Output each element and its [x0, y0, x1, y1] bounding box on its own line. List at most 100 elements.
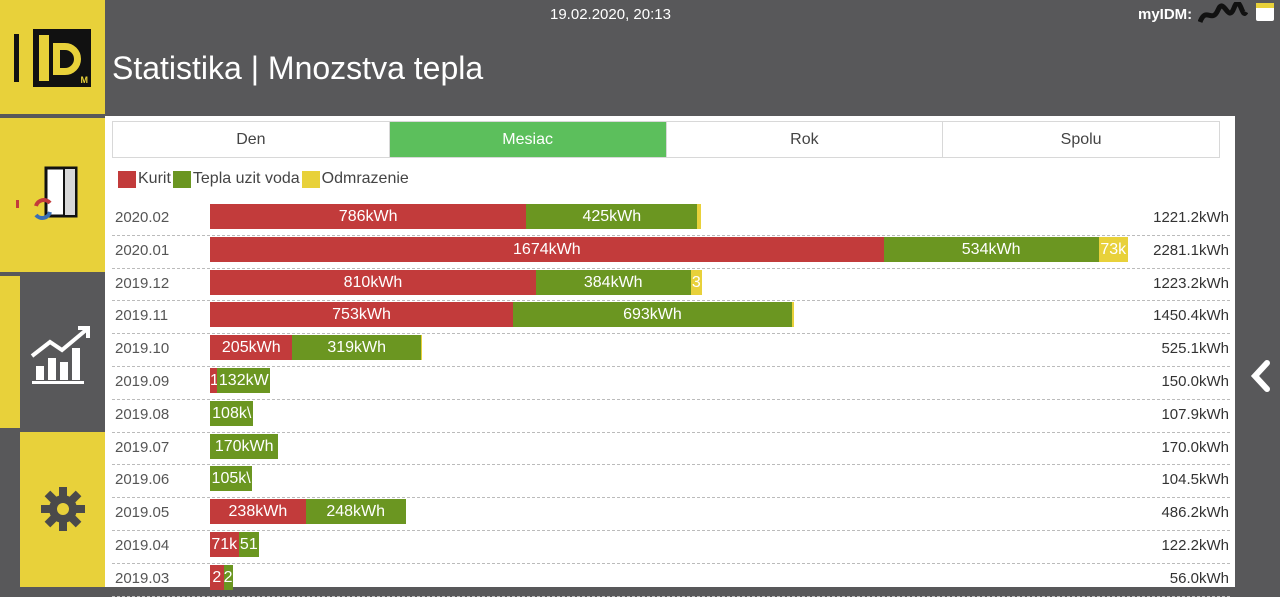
chart-row: 2019.07 170kWh 170.0kWh: [112, 433, 1230, 466]
row-total-label: 122.2kWh: [1161, 537, 1229, 554]
row-period-label: 2019.05: [115, 504, 169, 521]
bar-segment-kurit: 1674kWh: [210, 237, 884, 262]
bar-segment-kurit: 205kWh: [210, 335, 292, 360]
row-period-label: 2019.10: [115, 340, 169, 357]
bar-segment-kurit: 1: [210, 368, 217, 393]
row-total-label: 104.5kWh: [1161, 471, 1229, 488]
row-period-label: 2019.06: [115, 471, 169, 488]
sidebar: M: [0, 0, 105, 587]
bar-segment-voda: 2: [224, 565, 233, 590]
bar-segment-voda: 170kWh: [210, 434, 278, 459]
calendar-icon[interactable]: [1256, 3, 1274, 21]
row-total-label: 1450.4kWh: [1153, 307, 1229, 324]
legend-item-kurit: Kurit: [118, 170, 171, 188]
row-total-label: 170.0kWh: [1161, 439, 1229, 456]
bar-segment-voda: 425kWh: [526, 204, 697, 229]
user-signature: [1198, 2, 1248, 26]
bar-segment-kurit: 753kWh: [210, 302, 513, 327]
bar-segment-voda: 384kWh: [536, 270, 691, 295]
row-total-label: 1223.2kWh: [1153, 275, 1229, 292]
row-total-label: 107.9kWh: [1161, 406, 1229, 423]
stacked-bar: 108k\: [210, 401, 253, 426]
bar-segment-odm: [697, 204, 701, 229]
stacked-bar: 170kWh: [210, 434, 278, 459]
bar-segment-voda: 534kWh: [884, 237, 1099, 262]
legend-swatch: [302, 171, 320, 188]
row-period-label: 2019.04: [115, 537, 169, 554]
bar-segment-voda: 319kWh: [292, 335, 420, 360]
sidebar-item-settings[interactable]: [0, 432, 105, 587]
chart-row: 2019.08 108k\ 107.9kWh: [112, 400, 1230, 433]
row-period-label: 2019.08: [115, 406, 169, 423]
period-tabs: Den Mesiac Rok Spolu: [112, 121, 1220, 158]
row-total-label: 56.0kWh: [1170, 570, 1229, 587]
tab-spolu[interactable]: Spolu: [943, 122, 1219, 157]
legend-swatch: [173, 171, 191, 188]
tab-mesiac[interactable]: Mesiac: [390, 122, 667, 157]
row-period-label: 2019.11: [115, 307, 168, 324]
datetime: 19.02.2020, 20:13: [550, 6, 671, 23]
bar-segment-kurit: 810kWh: [210, 270, 536, 295]
row-period-label: 2019.12: [115, 275, 169, 292]
bar-segment-voda: 693kWh: [513, 302, 792, 327]
bar-segment-odm: [792, 302, 794, 327]
row-total-label: 1221.2kWh: [1153, 209, 1229, 226]
legend-item-voda: Tepla uzit voda: [173, 170, 300, 188]
row-period-label: 2020.02: [115, 209, 169, 226]
chart-legend: Kurit Tepla uzit voda Odmrazenie: [118, 170, 411, 188]
sidebar-item-display[interactable]: [0, 118, 105, 272]
legend-swatch: [118, 171, 136, 188]
bar-segment-kurit: 71k: [210, 532, 239, 557]
user-label: myIDM:: [1138, 6, 1192, 23]
bar-segment-odm: 73k: [1099, 237, 1128, 262]
row-period-label: 2019.03: [115, 570, 169, 587]
bar-segment-odm: 3: [691, 270, 703, 295]
row-period-label: 2019.09: [115, 373, 169, 390]
row-period-label: 2019.07: [115, 439, 169, 456]
row-total-label: 486.2kWh: [1161, 504, 1229, 521]
legend-label: Tepla uzit voda: [193, 170, 300, 188]
statistics-chart-icon: [28, 324, 94, 384]
chart-row: 2019.06 105k\ 104.5kWh: [112, 465, 1230, 498]
row-total-label: 150.0kWh: [1161, 373, 1229, 390]
bar-segment-kurit: 238kWh: [210, 499, 306, 524]
chevron-left-icon[interactable]: [1248, 358, 1272, 394]
tab-rok[interactable]: Rok: [667, 122, 944, 157]
bar-segment-voda: 51: [239, 532, 260, 557]
bar-segment-voda: 248kWh: [306, 499, 406, 524]
display-refresh-icon: [14, 166, 80, 226]
page-title: Statistika | Mnozstva tepla: [112, 50, 483, 87]
idm-logo-icon: M: [33, 29, 91, 87]
row-period-label: 2020.01: [115, 242, 169, 259]
stacked-bar: 105k\: [210, 466, 252, 491]
tab-den[interactable]: Den: [113, 122, 390, 157]
row-total-label: 525.1kWh: [1161, 340, 1229, 357]
legend-label: Kurit: [138, 170, 171, 188]
sidebar-item-statistics[interactable]: [0, 276, 105, 428]
bar-segment-voda: 108k\: [210, 401, 253, 426]
bar-segment-kurit: 2: [210, 565, 224, 590]
sidebar-edge-mark: [14, 34, 19, 82]
bar-segment-voda: 132kW: [217, 368, 270, 393]
legend-label: Odmrazenie: [322, 170, 409, 188]
gear-icon: [40, 486, 86, 532]
